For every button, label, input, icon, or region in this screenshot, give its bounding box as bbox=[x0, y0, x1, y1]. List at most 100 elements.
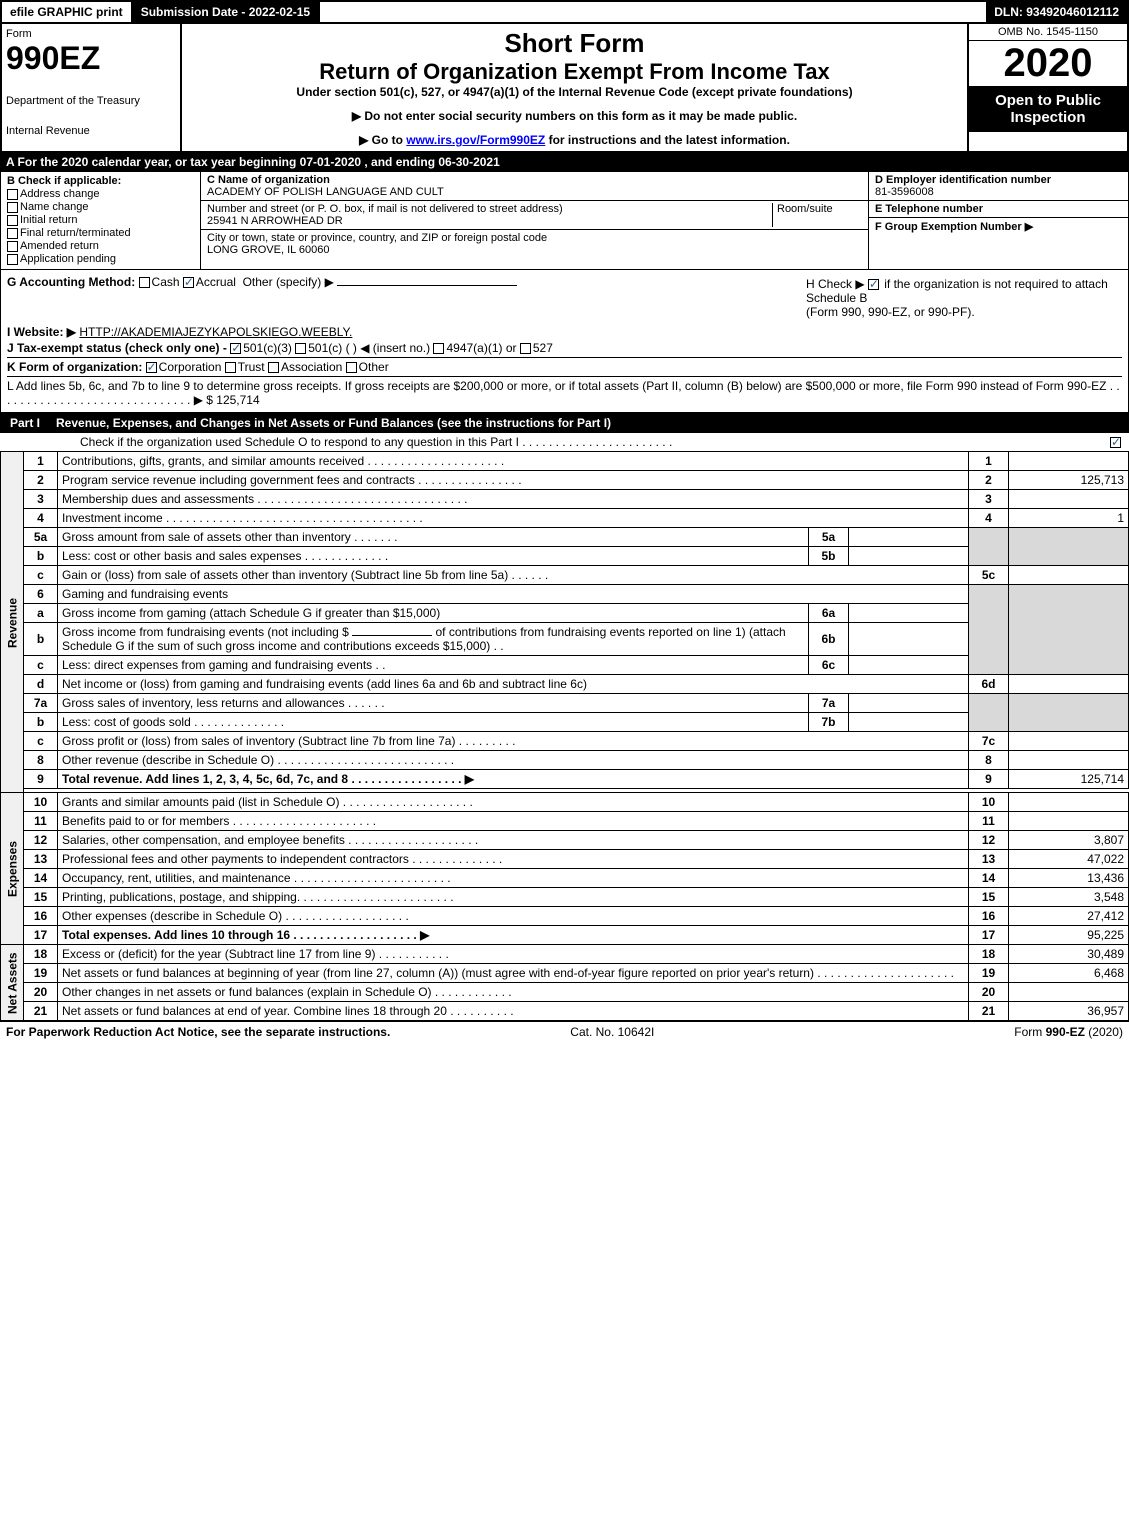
ln-1: 1 bbox=[24, 452, 58, 471]
ln-9: 9 bbox=[24, 770, 58, 789]
subamt-5a bbox=[849, 528, 969, 547]
box-17: 17 bbox=[969, 926, 1009, 945]
input-6b-amount[interactable] bbox=[352, 635, 432, 636]
city-val: LONG GROVE, IL 60060 bbox=[207, 244, 329, 256]
h-sub: (Form 990, 990-EZ, or 990-PF). bbox=[806, 305, 975, 319]
dln-label: DLN: 93492046012112 bbox=[986, 2, 1127, 22]
city-lbl: City or town, state or province, country… bbox=[207, 232, 547, 244]
desc-6: Gaming and fundraising events bbox=[58, 585, 969, 604]
form-word: Form bbox=[6, 28, 176, 40]
top-bar: efile GRAPHIC print Submission Date - 20… bbox=[0, 0, 1129, 24]
ln-2: 2 bbox=[24, 471, 58, 490]
irs-link[interactable]: www.irs.gov/Form990EZ bbox=[406, 133, 545, 147]
amt-7c bbox=[1009, 732, 1129, 751]
checkbox-address-change[interactable] bbox=[7, 189, 18, 200]
checkbox-schedule-o[interactable] bbox=[1110, 437, 1121, 448]
subamt-6a bbox=[849, 604, 969, 623]
greybox-7 bbox=[969, 694, 1009, 732]
row-g: G Accounting Method: Cash Accrual Other … bbox=[7, 275, 802, 289]
greyamt-5 bbox=[1009, 528, 1129, 566]
misc-block: G Accounting Method: Cash Accrual Other … bbox=[0, 270, 1129, 413]
desc-5b: Less: cost or other basis and sales expe… bbox=[58, 547, 809, 566]
checkbox-application-pending[interactable] bbox=[7, 254, 18, 265]
ln-11: 11 bbox=[24, 812, 58, 831]
amt-13: 47,022 bbox=[1009, 850, 1129, 869]
j-501c: 501(c) ( ) ◀ (insert no.) bbox=[308, 341, 430, 355]
ln-19: 19 bbox=[24, 964, 58, 983]
amt-5c bbox=[1009, 566, 1129, 585]
checkbox-527[interactable] bbox=[520, 343, 531, 354]
checkbox-initial-return[interactable] bbox=[7, 215, 18, 226]
g-cash: Cash bbox=[152, 275, 180, 289]
row-i: I Website: ▶ HTTP://AKADEMIAJEZYKAPOLSKI… bbox=[7, 325, 1122, 339]
box-10: 10 bbox=[969, 793, 1009, 812]
dept-treasury: Department of the Treasury bbox=[6, 95, 176, 107]
sub-7b: 7b bbox=[809, 713, 849, 732]
k-corp: Corporation bbox=[159, 360, 222, 374]
footer-right: Form 990-EZ (2020) bbox=[1014, 1025, 1123, 1039]
checkbox-accrual[interactable] bbox=[183, 277, 194, 288]
checkbox-other[interactable] bbox=[346, 362, 357, 373]
submission-date: Submission Date - 2022-02-15 bbox=[133, 2, 320, 22]
ln-5b: b bbox=[24, 547, 58, 566]
desc-11: Benefits paid to or for members . . . . … bbox=[58, 812, 969, 831]
street-val: 25941 N ARROWHEAD DR bbox=[207, 215, 343, 227]
box-13: 13 bbox=[969, 850, 1009, 869]
ln-15: 15 bbox=[24, 888, 58, 907]
part1-title: Revenue, Expenses, and Changes in Net As… bbox=[50, 413, 1129, 433]
subamt-6c bbox=[849, 656, 969, 675]
form-number: 990EZ bbox=[6, 40, 176, 77]
box-5c: 5c bbox=[969, 566, 1009, 585]
sub-6c: 6c bbox=[809, 656, 849, 675]
k-other: Other bbox=[359, 360, 389, 374]
checkbox-trust[interactable] bbox=[225, 362, 236, 373]
checkbox-501c3[interactable] bbox=[230, 343, 241, 354]
desc-12: Salaries, other compensation, and employ… bbox=[58, 831, 969, 850]
desc-18: Excess or (deficit) for the year (Subtra… bbox=[58, 945, 969, 964]
footer-cat: Cat. No. 10642I bbox=[570, 1025, 654, 1039]
checkbox-final-return[interactable] bbox=[7, 228, 18, 239]
g-accrual: Accrual bbox=[196, 275, 236, 289]
ln-3: 3 bbox=[24, 490, 58, 509]
efile-label[interactable]: efile GRAPHIC print bbox=[2, 2, 133, 22]
amt-18: 30,489 bbox=[1009, 945, 1129, 964]
form-header: Form 990EZ Department of the Treasury In… bbox=[0, 24, 1129, 153]
desc-9: Total revenue. Add lines 1, 2, 3, 4, 5c,… bbox=[58, 770, 969, 789]
desc-6d: Net income or (loss) from gaming and fun… bbox=[58, 675, 969, 694]
desc-8: Other revenue (describe in Schedule O) .… bbox=[58, 751, 969, 770]
greybox-5 bbox=[969, 528, 1009, 566]
checkbox-4947[interactable] bbox=[433, 343, 444, 354]
checkbox-corp[interactable] bbox=[146, 362, 157, 373]
desc-17-b: Total expenses. Add lines 10 through 16 … bbox=[62, 928, 429, 942]
ln-6d: d bbox=[24, 675, 58, 694]
checkbox-h[interactable] bbox=[868, 279, 879, 290]
box-19: 19 bbox=[969, 964, 1009, 983]
ln-8: 8 bbox=[24, 751, 58, 770]
checkbox-501c[interactable] bbox=[295, 343, 306, 354]
g-other-input[interactable] bbox=[337, 285, 517, 286]
return-title: Return of Organization Exempt From Incom… bbox=[190, 59, 959, 85]
checkbox-name-change[interactable] bbox=[7, 202, 18, 213]
box-18: 18 bbox=[969, 945, 1009, 964]
opt-amended-return: Amended return bbox=[20, 240, 99, 252]
box-15: 15 bbox=[969, 888, 1009, 907]
amt-20 bbox=[1009, 983, 1129, 1002]
box-9: 9 bbox=[969, 770, 1009, 789]
amt-1 bbox=[1009, 452, 1129, 471]
part1-sub-text: Check if the organization used Schedule … bbox=[80, 435, 672, 449]
checkbox-amended-return[interactable] bbox=[7, 241, 18, 252]
ln-17: 17 bbox=[24, 926, 58, 945]
amt-8 bbox=[1009, 751, 1129, 770]
lines-table: Revenue 1 Contributions, gifts, grants, … bbox=[0, 451, 1129, 1021]
opt-final-return: Final return/terminated bbox=[20, 227, 131, 239]
j-501c3: 501(c)(3) bbox=[243, 341, 292, 355]
checkbox-cash[interactable] bbox=[139, 277, 150, 288]
website-val[interactable]: HTTP://AKADEMIAJEZYKAPOLSKIEGO.WEEBLY. bbox=[79, 325, 352, 339]
amt-14: 13,436 bbox=[1009, 869, 1129, 888]
ln-13: 13 bbox=[24, 850, 58, 869]
desc-3: Membership dues and assessments . . . . … bbox=[58, 490, 969, 509]
note-goto-post: for instructions and the latest informat… bbox=[549, 133, 790, 147]
desc-21: Net assets or fund balances at end of ye… bbox=[58, 1002, 969, 1021]
checkbox-assoc[interactable] bbox=[268, 362, 279, 373]
greyamt-6 bbox=[1009, 585, 1129, 675]
